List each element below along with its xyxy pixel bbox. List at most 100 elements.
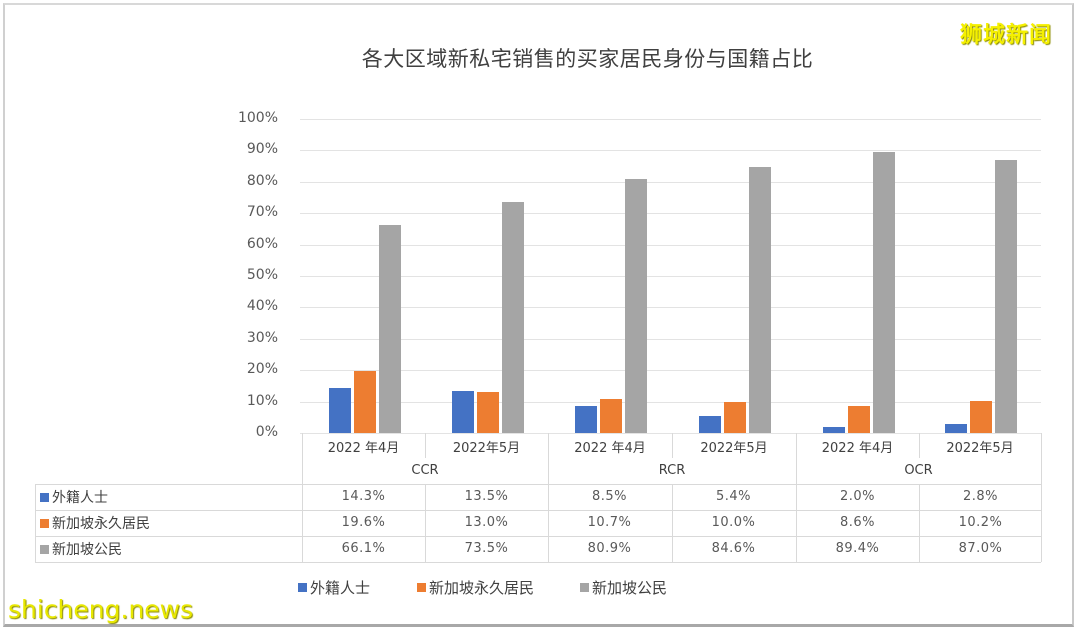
gridline: [300, 181, 1041, 183]
x-category-month: 2022 年4月: [327, 441, 400, 456]
table-border: [35, 562, 1041, 563]
y-tick-label: 50%: [246, 267, 278, 283]
table-border: [672, 484, 673, 562]
legend-item-foreign: 外籍人士: [298, 577, 370, 598]
x-category-region: RCR: [658, 463, 686, 478]
x-category-month: 2022年5月: [452, 441, 521, 456]
bar-citizen: [995, 159, 1017, 433]
y-tick-label: 20%: [246, 361, 278, 378]
bar-pr: [600, 399, 622, 433]
bar-citizen: [501, 202, 524, 433]
series-swatch-icon: [40, 544, 49, 554]
y-tick-label: 10%: [246, 392, 278, 409]
table-cell: 14.3%: [341, 489, 386, 504]
table-cell: 66.1%: [341, 541, 386, 556]
table-border: [1041, 433, 1042, 562]
table-cell: 80.9%: [587, 541, 632, 556]
table-cell: 8.5%: [591, 489, 628, 504]
table-cell: 2.8%: [962, 489, 999, 504]
x-category-month: 2022年5月: [700, 441, 768, 456]
gridline: [300, 276, 1041, 277]
y-tick-label: 40%: [246, 298, 278, 315]
gridline: [300, 150, 1041, 152]
bar-pr: [847, 405, 870, 433]
bar-pr: [970, 400, 992, 433]
table-cell: 10.7%: [587, 515, 632, 530]
table-border: [35, 484, 36, 562]
y-tick-label: 100%: [237, 110, 278, 126]
table-border: [35, 536, 1041, 537]
table-border: [796, 433, 797, 562]
table-cell: 87.0%: [958, 541, 1003, 556]
table-row-label: 新加坡永久居民: [40, 512, 150, 534]
gridline: [300, 370, 1041, 372]
legend-swatch-icon: [417, 583, 426, 592]
table-border: [425, 433, 426, 458]
legend-label: 新加坡永久居民: [429, 579, 535, 597]
bar-citizen: [625, 178, 647, 433]
series-name: 新加坡公民: [52, 542, 122, 558]
table-border: [672, 433, 673, 458]
bar-citizen: [378, 225, 401, 433]
bar-foreign: [822, 426, 845, 433]
image-frame: [3, 3, 1074, 627]
gridline: [300, 338, 1041, 340]
table-row-label: 外籍人士: [40, 486, 108, 508]
table-cell: 10.2%: [958, 515, 1003, 530]
table-border: [919, 484, 920, 562]
gridline: [300, 244, 1041, 246]
gridline: [300, 433, 1041, 434]
bar-citizen: [749, 167, 771, 433]
table-row-label: 新加坡公民: [40, 538, 122, 560]
legend-swatch-icon: [580, 583, 589, 592]
y-tick-label: 90%: [246, 141, 278, 158]
bar-pr: [353, 371, 376, 433]
table-cell: 84.6%: [711, 541, 756, 556]
y-tick-label: 0%: [255, 424, 278, 440]
table-cell: 89.4%: [835, 541, 880, 556]
gridline: [300, 401, 1041, 403]
table-cell: 2.0%: [839, 489, 876, 504]
series-name: 新加坡永久居民: [52, 516, 150, 532]
legend-label: 新加坡公民: [592, 579, 668, 597]
y-tick-label: 30%: [246, 329, 278, 346]
bar-foreign: [328, 388, 351, 433]
series-swatch-icon: [40, 492, 49, 502]
bar-pr: [476, 392, 499, 433]
chart-title: 各大区域新私宅销售的买家居民身份与国籍占比: [361, 47, 814, 71]
bar-foreign: [575, 406, 597, 433]
x-category-region: CCR: [411, 463, 439, 478]
y-tick-label: 60%: [246, 235, 278, 252]
legend-item-pr: 新加坡永久居民: [417, 577, 534, 598]
bar-pr: [724, 401, 746, 433]
bar-citizen: [872, 152, 895, 433]
x-category-region: OCR: [904, 463, 933, 478]
table-cell: 5.4%: [715, 489, 752, 504]
table-cell: 8.6%: [839, 515, 876, 530]
x-category-month: 2022年5月: [946, 441, 1014, 456]
table-border: [35, 510, 1041, 511]
table-cell: 19.6%: [341, 515, 386, 530]
table-border: [35, 484, 1041, 485]
legend-item-citizen: 新加坡公民: [580, 577, 667, 598]
series-swatch-icon: [40, 518, 49, 528]
gridline: [300, 213, 1041, 215]
table-border: [548, 433, 549, 562]
legend-label: 外籍人士: [310, 579, 371, 597]
gridline: [300, 307, 1041, 309]
y-tick-label: 70%: [246, 204, 278, 221]
y-tick-label: 80%: [246, 172, 278, 189]
series-name: 外籍人士: [52, 490, 108, 506]
watermark-top: 狮城新闻: [960, 23, 1053, 48]
table-cell: 10.0%: [711, 515, 756, 530]
table-cell: 73.5%: [464, 541, 509, 556]
table-border: [919, 433, 920, 458]
bar-foreign: [945, 424, 967, 433]
watermark-bottom: shicheng.news: [8, 595, 194, 624]
bar-foreign: [451, 390, 474, 433]
x-category-month: 2022 年4月: [574, 441, 646, 456]
gridline: [300, 119, 1041, 120]
table-cell: 13.5%: [464, 489, 509, 504]
table-cell: 13.0%: [464, 515, 509, 530]
table-border: [425, 484, 426, 562]
